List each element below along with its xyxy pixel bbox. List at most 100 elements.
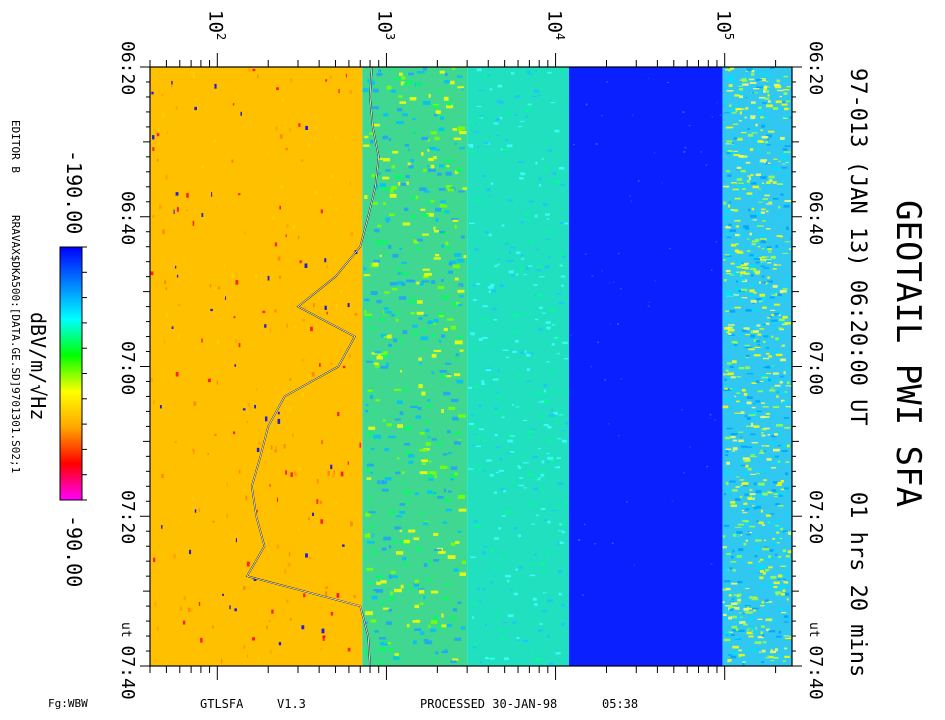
texture-cell — [378, 647, 386, 652]
texture-cell — [497, 628, 502, 632]
texture-cell — [629, 195, 631, 197]
texture-cell — [684, 146, 687, 149]
texture-cell — [734, 606, 740, 610]
texture-cell — [632, 114, 634, 117]
texture-cell — [758, 482, 765, 486]
texture-cell — [177, 334, 181, 340]
texture-cell — [411, 195, 416, 200]
texture-cell — [787, 276, 792, 280]
footer-processed-time: 05:38 — [602, 697, 639, 711]
texture-cell — [493, 122, 499, 125]
texture-cell — [726, 552, 731, 555]
texture-cell — [742, 188, 746, 191]
texture-cell — [430, 200, 435, 203]
texture-cell — [770, 575, 777, 579]
texture-cell — [754, 346, 761, 349]
texture-cell — [741, 388, 746, 392]
texture-cell — [779, 537, 783, 540]
texture-cell — [422, 233, 429, 236]
texture-cell — [550, 101, 555, 104]
texture-cell — [440, 203, 446, 207]
texture-cell — [756, 520, 759, 522]
x-tick-label-base: 10 — [712, 10, 735, 33]
texture-cell — [543, 400, 550, 403]
texture-cell — [416, 83, 421, 87]
texture-cell — [784, 173, 790, 175]
texture-cell — [735, 476, 740, 478]
texture-cell — [743, 460, 748, 463]
texture-cell — [476, 105, 482, 108]
texture-cell — [428, 492, 436, 495]
texture-cell — [489, 657, 495, 660]
texture-cell — [418, 317, 423, 320]
texture-cell — [473, 433, 477, 435]
texture-cell — [755, 148, 762, 150]
texture-cell — [434, 136, 440, 141]
texture-cell — [633, 564, 636, 566]
texture-cell — [735, 266, 743, 268]
texture-cell — [448, 262, 453, 266]
texture-cell — [735, 243, 739, 246]
texture-cell — [618, 434, 620, 437]
texture-cell — [397, 281, 404, 285]
texture-cell — [742, 472, 747, 476]
texture-cell — [439, 232, 447, 235]
texture-cell — [727, 326, 733, 329]
texture-cell — [608, 422, 610, 425]
texture-cell — [773, 158, 778, 160]
texture-cell — [761, 208, 766, 211]
texture-cell — [728, 201, 732, 204]
texture-cell — [152, 135, 155, 140]
texture-cell — [367, 79, 370, 83]
texture-cell — [781, 140, 785, 143]
texture-cell — [186, 193, 189, 198]
texture-cell — [513, 331, 517, 334]
texture-cell — [330, 464, 333, 470]
texture-cell — [446, 101, 452, 106]
x-tick-label-exp: 4 — [552, 32, 567, 41]
texture-cell — [736, 169, 742, 171]
texture-cell — [494, 342, 497, 345]
texture-cell — [455, 541, 460, 544]
texture-cell — [468, 422, 475, 426]
texture-cell — [452, 416, 459, 421]
texture-cell — [777, 433, 782, 436]
texture-cell — [748, 517, 753, 519]
texture-cell — [384, 307, 389, 311]
texture-cell — [425, 428, 430, 433]
texture-cell — [507, 259, 514, 262]
texture-cell — [481, 175, 486, 177]
texture-cell — [778, 205, 781, 209]
texture-cell — [557, 542, 560, 546]
texture-cell — [788, 248, 792, 250]
texture-cell — [331, 174, 334, 179]
texture-cell — [763, 427, 770, 430]
texture-cell — [234, 364, 237, 367]
texture-cell — [746, 396, 753, 399]
texture-cell — [722, 546, 727, 549]
texture-cell — [775, 245, 779, 248]
texture-cell — [524, 213, 531, 216]
texture-cell — [457, 303, 463, 307]
texture-cell — [724, 254, 730, 256]
texture-cell — [752, 505, 755, 507]
texture-cell — [758, 201, 763, 203]
texture-cell — [767, 522, 775, 524]
texture-cell — [322, 636, 325, 641]
texture-cell — [383, 202, 387, 205]
texture-cell — [395, 515, 403, 518]
texture-cell — [734, 220, 738, 222]
time-tick-label-left: ut 07:40 — [117, 622, 138, 700]
texture-cell — [735, 628, 739, 632]
texture-cell — [729, 365, 734, 368]
texture-cell — [727, 658, 732, 662]
texture-cell — [683, 471, 685, 474]
spectrogram-band-1 — [150, 67, 363, 666]
texture-cell — [492, 378, 499, 381]
texture-cell — [410, 405, 418, 408]
texture-cell — [489, 473, 494, 477]
texture-cell — [216, 380, 218, 385]
texture-cell — [743, 262, 749, 265]
texture-cell — [418, 589, 425, 594]
texture-cell — [297, 527, 300, 530]
